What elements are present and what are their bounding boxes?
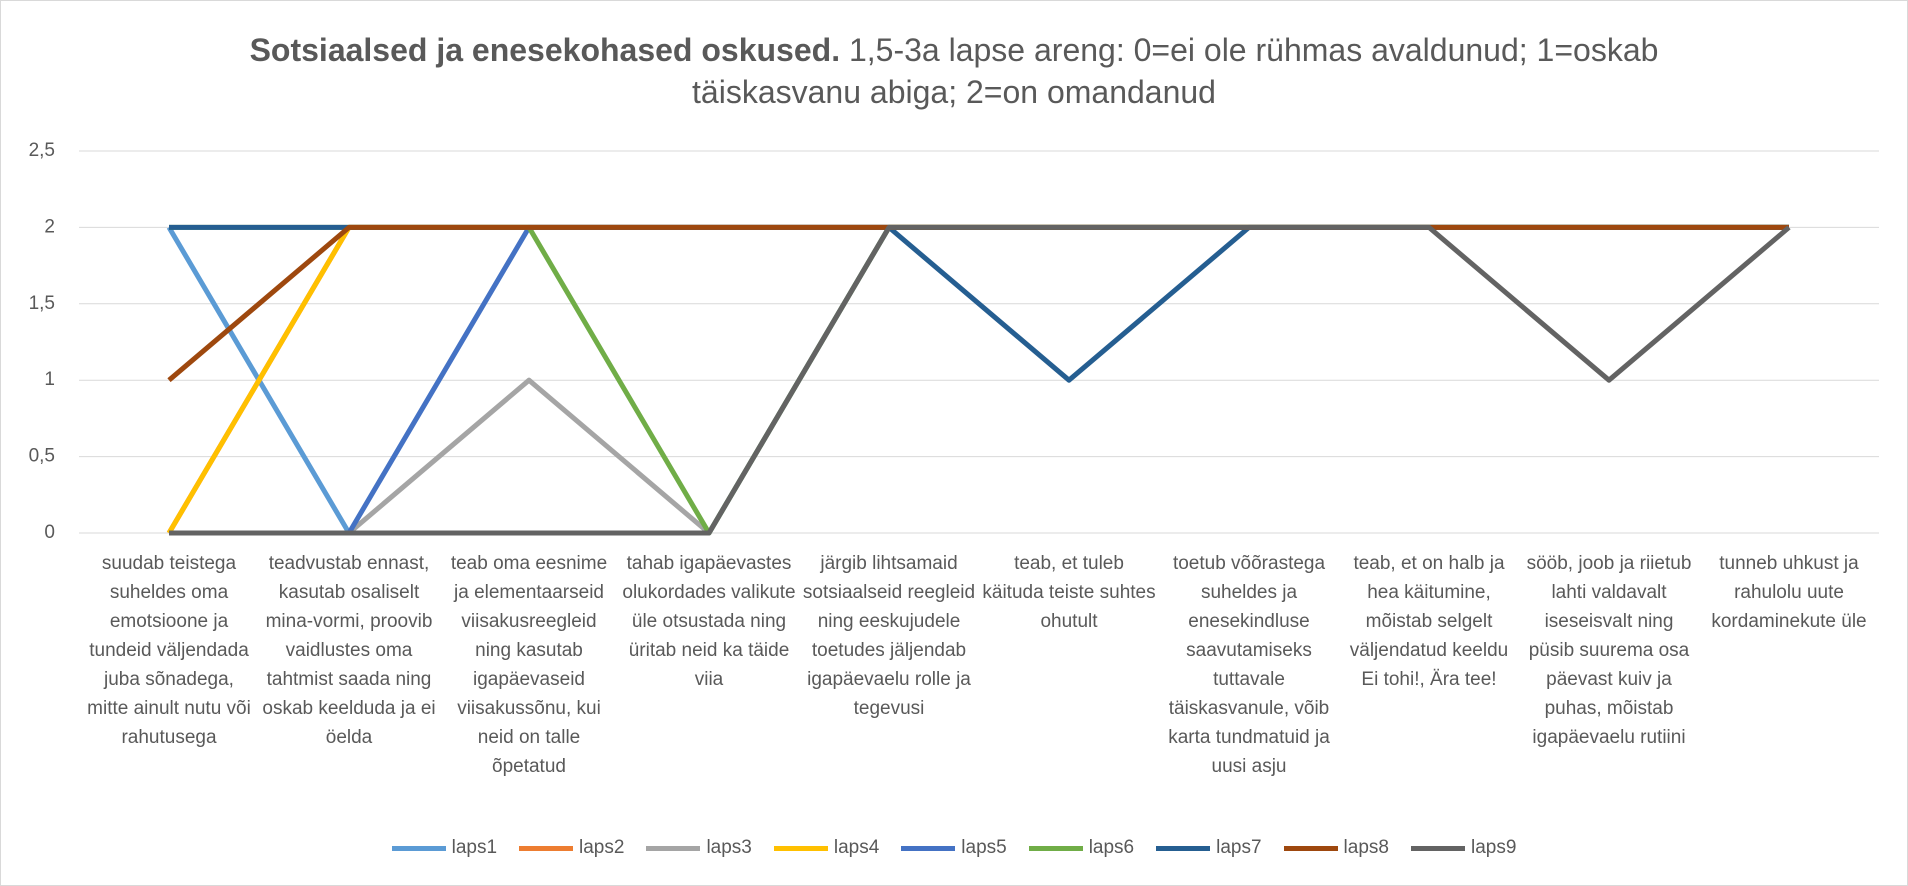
legend-swatch: [1156, 845, 1211, 851]
chart-title: Sotsiaalsed ja enesekohased oskused.: [249, 32, 841, 68]
x-tick-label: tunneb uhkust ja rahulolu uute kordamine…: [1711, 553, 1867, 632]
legend-item: laps5: [901, 837, 1007, 859]
legend-label: laps2: [579, 837, 625, 858]
series-line: [169, 224, 1791, 536]
legend-label: laps1: [451, 837, 498, 858]
legend-label: laps3: [706, 837, 752, 858]
legend-item: laps2: [519, 837, 624, 859]
legend-swatch: [391, 845, 446, 851]
x-tick-label: tahab igapäevastes olukordades valikute …: [622, 553, 796, 690]
y-tick-label: 2,5: [29, 140, 55, 161]
legend-item: laps1: [391, 837, 498, 859]
y-tick-label: 1,5: [29, 293, 55, 314]
legend-item: laps4: [773, 837, 880, 859]
y-tick-label: 0,5: [29, 446, 55, 467]
x-tick-label: teab oma eesnime ja elementaarseid viisa…: [450, 553, 608, 777]
x-tick-label: teadvustab ennast, kasutab osaliselt min…: [262, 553, 436, 748]
legend-swatch: [1410, 845, 1465, 851]
legend-label: laps9: [1470, 837, 1517, 858]
legend-swatch: [1028, 845, 1083, 851]
x-tick-label: toetub võõrastega suheldes ja enesekindl…: [1168, 553, 1330, 777]
x-tick-label: suudab teistega suheldes oma emotsioone …: [87, 553, 251, 748]
legend-item: laps6: [1028, 837, 1135, 859]
legend-item: laps8: [1283, 837, 1389, 859]
y-tick-label: 2: [44, 216, 55, 237]
y-tick-label: 1: [44, 369, 55, 390]
legend-item: laps3: [646, 837, 752, 859]
chart-subtitle: 1,5-3a lapse areng: 0=ei ole rühmas aval…: [692, 32, 1659, 110]
chart-title-block: Sotsiaalsed ja enesekohased oskused. 1,5…: [201, 29, 1707, 113]
legend-swatch: [519, 845, 574, 851]
legend-swatch: [773, 845, 828, 851]
legend: laps1 laps2 laps3 laps4 laps5 laps6 laps7 laps8…: [1, 837, 1907, 859]
legend-swatch: [646, 845, 701, 851]
x-tick-label: teab, et tuleb käituda teiste suhtes ohu…: [982, 553, 1156, 632]
x-tick-label: teab, et on halb ja hea käitumine, mõist…: [1349, 553, 1509, 690]
legend-label: laps4: [833, 837, 880, 858]
legend-swatch: [1283, 845, 1338, 851]
x-tick-label: sööb, joob ja riietub lahti valdavalt is…: [1526, 553, 1692, 748]
legend-label: laps7: [1216, 837, 1262, 858]
x-tick-label: järgib lihtsamaid sotsiaalseid reegleid …: [802, 553, 976, 719]
legend-swatch: [901, 845, 956, 851]
legend-label: laps8: [1343, 837, 1389, 858]
legend-label: laps5: [961, 837, 1007, 858]
legend-item: laps9: [1410, 837, 1517, 859]
y-tick-label: 0: [44, 522, 55, 543]
legend-item: laps7: [1156, 837, 1262, 859]
legend-label: laps6: [1088, 837, 1135, 858]
